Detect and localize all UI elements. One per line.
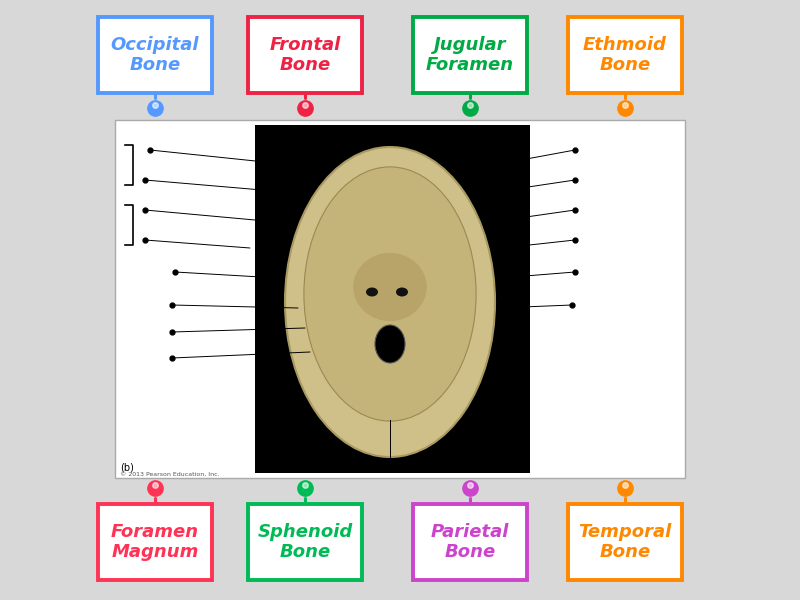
Text: Foramen
Magnum: Foramen Magnum (111, 523, 199, 562)
FancyBboxPatch shape (248, 17, 362, 93)
FancyBboxPatch shape (98, 504, 212, 580)
Text: Ethmoid
Bone: Ethmoid Bone (583, 35, 667, 74)
Ellipse shape (396, 287, 408, 296)
FancyBboxPatch shape (248, 504, 362, 580)
Text: Parietal
Bone: Parietal Bone (431, 523, 509, 562)
Ellipse shape (366, 287, 378, 296)
Ellipse shape (285, 147, 495, 457)
FancyBboxPatch shape (115, 120, 685, 478)
Text: Sphenoid
Bone: Sphenoid Bone (258, 523, 353, 562)
FancyBboxPatch shape (98, 17, 212, 93)
Text: Frontal
Bone: Frontal Bone (270, 35, 341, 74)
Ellipse shape (354, 253, 426, 321)
FancyBboxPatch shape (568, 17, 682, 93)
FancyBboxPatch shape (413, 504, 527, 580)
Text: Occipital
Bone: Occipital Bone (110, 35, 199, 74)
FancyBboxPatch shape (413, 17, 527, 93)
Ellipse shape (375, 325, 405, 363)
Text: (b): (b) (120, 462, 134, 472)
Text: © 2013 Pearson Education, Inc.: © 2013 Pearson Education, Inc. (120, 472, 220, 477)
FancyBboxPatch shape (568, 504, 682, 580)
Bar (255, 125, 530, 473)
Text: Temporal
Bone: Temporal Bone (578, 523, 672, 562)
Ellipse shape (304, 167, 476, 421)
Text: Jugular
Foramen: Jugular Foramen (426, 35, 514, 74)
